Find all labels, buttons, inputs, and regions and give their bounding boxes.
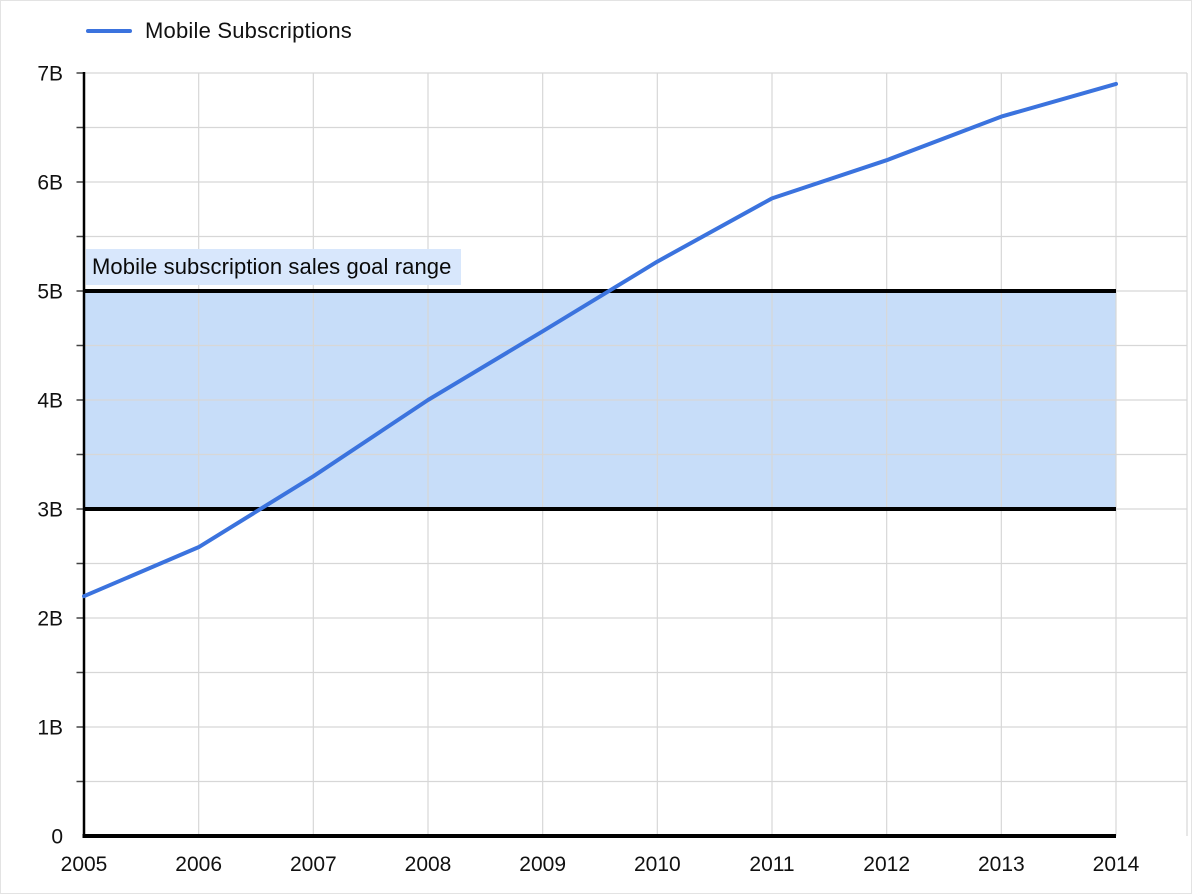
x-axis-label: 2006 (175, 853, 222, 876)
y-axis-label: 4B (37, 390, 63, 413)
x-axis-label: 2009 (519, 853, 566, 876)
y-axis-label: 1B (37, 717, 63, 740)
y-axis-label: 2B (37, 608, 63, 631)
x-axis-label: 2011 (749, 853, 794, 876)
y-axis-label: 5B (37, 281, 63, 304)
x-axis-label: 2012 (863, 853, 910, 876)
y-axis-label: 7B (37, 63, 63, 86)
goal-band-label: Mobile subscription sales goal range (86, 249, 462, 285)
x-axis-label: 2010 (634, 853, 681, 876)
y-axis-label: 3B (37, 499, 63, 522)
series-line-mobile-subscriptions (82, 81, 1118, 599)
y-axis-label: 0 (51, 826, 63, 849)
x-axis-label: 2005 (61, 853, 108, 876)
x-axis-label: 2013 (978, 853, 1025, 876)
x-axis-label: 2007 (290, 853, 337, 876)
y-axis-label: 6B (37, 172, 63, 195)
legend: Mobile Subscriptions (86, 17, 352, 45)
x-axis-label: 2008 (405, 853, 452, 876)
legend-line-swatch-icon (86, 29, 132, 33)
x-axis-label: 2014 (1093, 853, 1140, 876)
legend-label: Mobile Subscriptions (145, 18, 352, 43)
